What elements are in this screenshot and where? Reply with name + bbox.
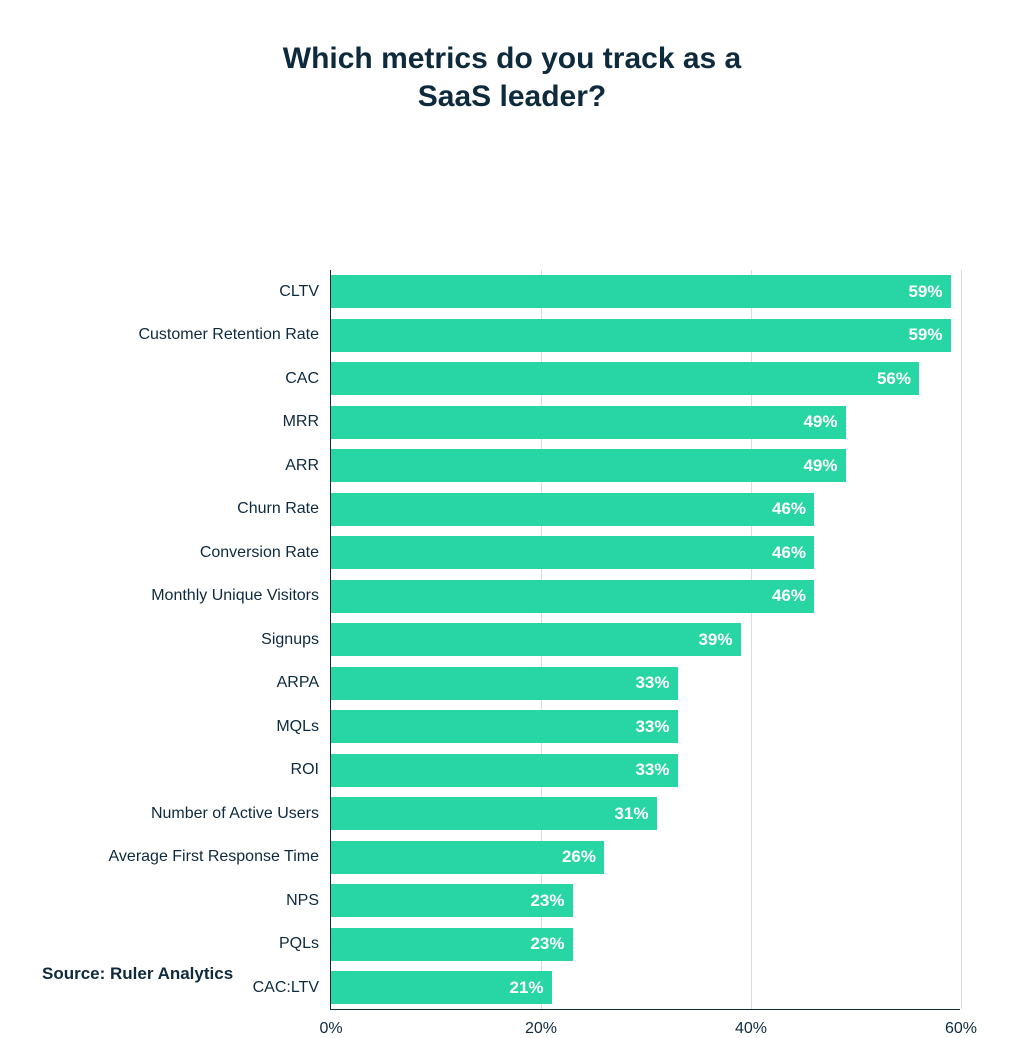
category-label: Churn Rate: [237, 500, 331, 518]
bar-value-label: 49%: [803, 412, 837, 432]
bar-row: MRR49%: [331, 406, 960, 439]
bar: 56%: [331, 362, 919, 395]
bar: 23%: [331, 928, 573, 961]
bar-value-label: 39%: [698, 630, 732, 650]
x-tick-label: 20%: [525, 1020, 557, 1038]
bar-value-label: 59%: [908, 325, 942, 345]
bar-value-label: 46%: [772, 543, 806, 563]
bar-value-label: 26%: [562, 847, 596, 867]
bar: 46%: [331, 536, 814, 569]
bar-row: MQLs33%: [331, 710, 960, 743]
category-label: CAC:LTV: [253, 979, 331, 997]
bar-value-label: 49%: [803, 456, 837, 476]
category-label: CAC: [285, 370, 331, 388]
category-label: ARPA: [277, 674, 331, 692]
bar: 33%: [331, 667, 678, 700]
bar-value-label: 46%: [772, 499, 806, 519]
chart-title-line1: Which metrics do you track as a: [0, 40, 1024, 78]
bar-row: PQLs23%: [331, 928, 960, 961]
category-label: MRR: [283, 413, 331, 431]
bar-row: Number of Active Users31%: [331, 797, 960, 830]
category-label: NPS: [286, 892, 331, 910]
bar: 59%: [331, 275, 951, 308]
bar: 33%: [331, 754, 678, 787]
category-label: ROI: [291, 761, 331, 779]
bar-value-label: 33%: [635, 760, 669, 780]
bar-value-label: 31%: [614, 804, 648, 824]
bar-row: Churn Rate46%: [331, 493, 960, 526]
category-label: ARR: [285, 457, 331, 475]
category-label: CLTV: [279, 283, 331, 301]
bar-row: CAC:LTV21%: [331, 971, 960, 1004]
bar-value-label: 23%: [530, 891, 564, 911]
bar-value-label: 21%: [509, 978, 543, 998]
bar-row: Conversion Rate46%: [331, 536, 960, 569]
bar-value-label: 59%: [908, 282, 942, 302]
x-tick-label: 60%: [945, 1020, 977, 1038]
bar-value-label: 46%: [772, 586, 806, 606]
x-tick-label: 0%: [319, 1020, 342, 1038]
x-tick-label: 40%: [735, 1020, 767, 1038]
bar-value-label: 56%: [877, 369, 911, 389]
category-label: Signups: [261, 631, 331, 649]
bar-value-label: 33%: [635, 717, 669, 737]
bar: 23%: [331, 884, 573, 917]
bar: 31%: [331, 797, 657, 830]
bar: 49%: [331, 406, 846, 439]
bar: 49%: [331, 449, 846, 482]
bar-row: ARR49%: [331, 449, 960, 482]
category-label: MQLs: [276, 718, 331, 736]
bar: 39%: [331, 623, 741, 656]
category-label: Monthly Unique Visitors: [151, 587, 331, 605]
category-label: Average First Response Time: [109, 848, 331, 866]
bar: 21%: [331, 971, 552, 1004]
category-label: PQLs: [279, 935, 331, 953]
source-attribution: Source: Ruler Analytics: [42, 964, 233, 984]
chart-title: Which metrics do you track as a SaaS lea…: [0, 0, 1024, 115]
bar-row: Average First Response Time26%: [331, 841, 960, 874]
bar: 59%: [331, 319, 951, 352]
bar-value-label: 23%: [530, 934, 564, 954]
category-label: Customer Retention Rate: [138, 326, 331, 344]
bar: 46%: [331, 580, 814, 613]
bar-row: NPS23%: [331, 884, 960, 917]
bar-row: Signups39%: [331, 623, 960, 656]
bar: 33%: [331, 710, 678, 743]
chart-title-line2: SaaS leader?: [0, 78, 1024, 116]
bar-row: CAC56%: [331, 362, 960, 395]
bar-row: Monthly Unique Visitors46%: [331, 580, 960, 613]
bar: 26%: [331, 841, 604, 874]
gridline: [961, 270, 962, 1009]
category-label: Number of Active Users: [151, 805, 331, 823]
category-label: Conversion Rate: [200, 544, 331, 562]
bar-row: Customer Retention Rate59%: [331, 319, 960, 352]
plot-region: 0%20%40%60%CLTV59%Customer Retention Rat…: [330, 270, 960, 1010]
bar-row: CLTV59%: [331, 275, 960, 308]
bar-row: ROI33%: [331, 754, 960, 787]
bar: 46%: [331, 493, 814, 526]
bar-row: ARPA33%: [331, 667, 960, 700]
bar-value-label: 33%: [635, 673, 669, 693]
